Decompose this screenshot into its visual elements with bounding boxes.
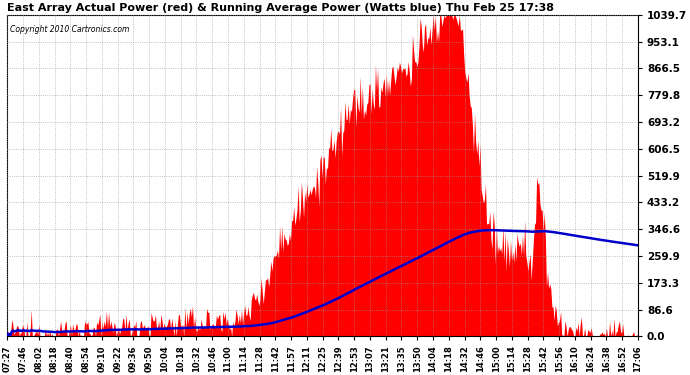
Text: East Array Actual Power (red) & Running Average Power (Watts blue) Thu Feb 25 17: East Array Actual Power (red) & Running … — [8, 3, 554, 13]
Text: Copyright 2010 Cartronics.com: Copyright 2010 Cartronics.com — [10, 25, 130, 34]
